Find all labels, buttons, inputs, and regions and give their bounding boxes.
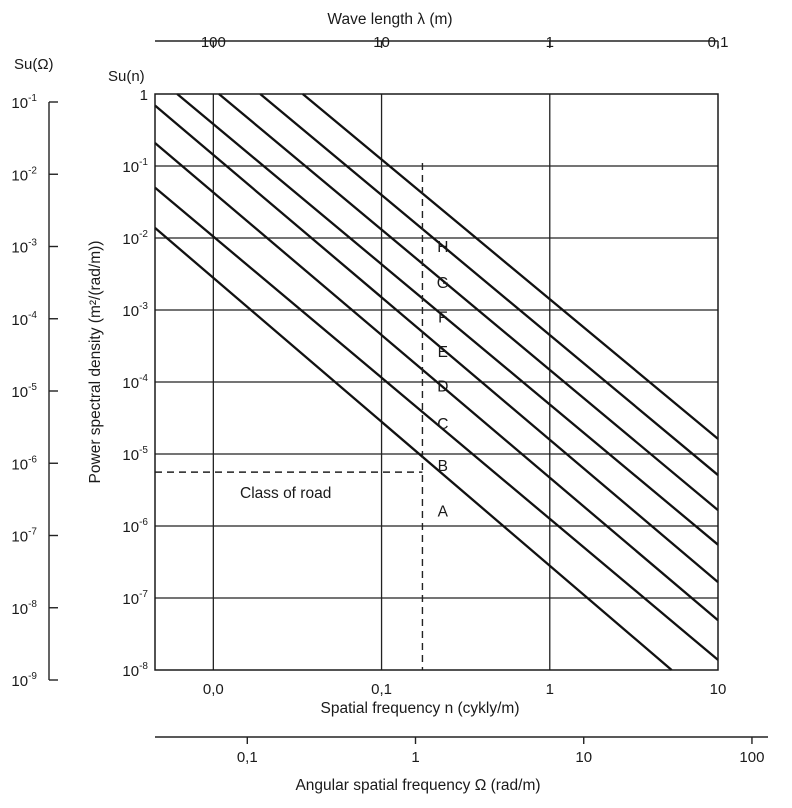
class-line-e [176, 93, 719, 546]
top-axis-title: Wave length λ (m) [327, 11, 452, 28]
angular-tick-label: 100 [739, 749, 764, 766]
top-tick-label: 10 [373, 34, 390, 51]
angular-axis-title: Angular spatial frequency Ω (rad/m) [295, 777, 540, 794]
class-label-h: H [437, 239, 448, 256]
outer-left-tick-label: 10-9 [11, 671, 37, 690]
class-label-a: A [438, 503, 449, 520]
reference-lines [155, 163, 424, 670]
class-label-e: E [438, 344, 448, 361]
angular-tick-label: 1 [411, 749, 419, 766]
left-tick-label: 10-3 [122, 301, 148, 320]
outer-left-tick-label: 10-3 [11, 238, 37, 257]
class-line-a [154, 227, 673, 671]
class-label-g: G [437, 275, 449, 292]
bottom-tick-label: 0,1 [371, 681, 392, 698]
outer-left-tick-label: 10-7 [11, 527, 37, 546]
left-tick-label: 10-7 [122, 589, 148, 608]
class-label-d: D [437, 378, 448, 395]
left-axis-title: Power spectral density (m²/(rad/m)) [87, 241, 104, 484]
axes [48, 40, 768, 744]
left-tick-label: 10-6 [122, 517, 148, 536]
class-label-c: C [437, 416, 448, 433]
outer-left-tick-label: 10-8 [11, 599, 37, 618]
outer-left-tick-label: 10-4 [11, 310, 37, 329]
grid-lines [155, 94, 718, 670]
left-tick-label: 1 [140, 87, 148, 104]
left-tick-label: 10-2 [122, 229, 148, 248]
class-line-d [154, 104, 719, 584]
bottom-axis-title: Spatial frequency n (cykly/m) [321, 700, 520, 717]
outer-left-tick-label: 10-1 [11, 93, 37, 112]
outer-left-tick-label: 10-2 [11, 165, 37, 184]
bottom-tick-label: 10 [710, 681, 727, 698]
class-line-b [154, 186, 719, 661]
bottom-tick-label: 1 [546, 681, 554, 698]
class-label-f: F [438, 310, 447, 327]
class-line-c [154, 142, 719, 622]
top-tick-label: 100 [201, 34, 226, 51]
top-tick-label: 1 [546, 34, 554, 51]
class-lines [154, 93, 719, 671]
angular-tick-label: 0,1 [237, 749, 258, 766]
outer-left-tick-label: 10-6 [11, 454, 37, 473]
outer-left-tick-label: 10-5 [11, 382, 37, 401]
left-tick-label: 10-8 [122, 661, 148, 680]
su-omega-corner-label: Su(Ω) [14, 56, 54, 73]
class-line-h [302, 93, 719, 440]
left-tick-label: 10-4 [122, 373, 148, 392]
left-tick-label: 10-5 [122, 445, 148, 464]
top-tick-label: 0,1 [708, 34, 729, 51]
class-line-f [218, 93, 719, 512]
left-tick-label: 10-1 [122, 157, 148, 176]
class-of-road-annotation: Class of road [240, 485, 331, 502]
su-n-corner-label: Su(n) [108, 68, 145, 85]
bottom-tick-label: 0,0 [203, 681, 224, 698]
plot-frame [154, 93, 719, 671]
class-label-b: B [438, 458, 448, 475]
class-line-g [259, 93, 719, 476]
angular-tick-label: 10 [575, 749, 592, 766]
